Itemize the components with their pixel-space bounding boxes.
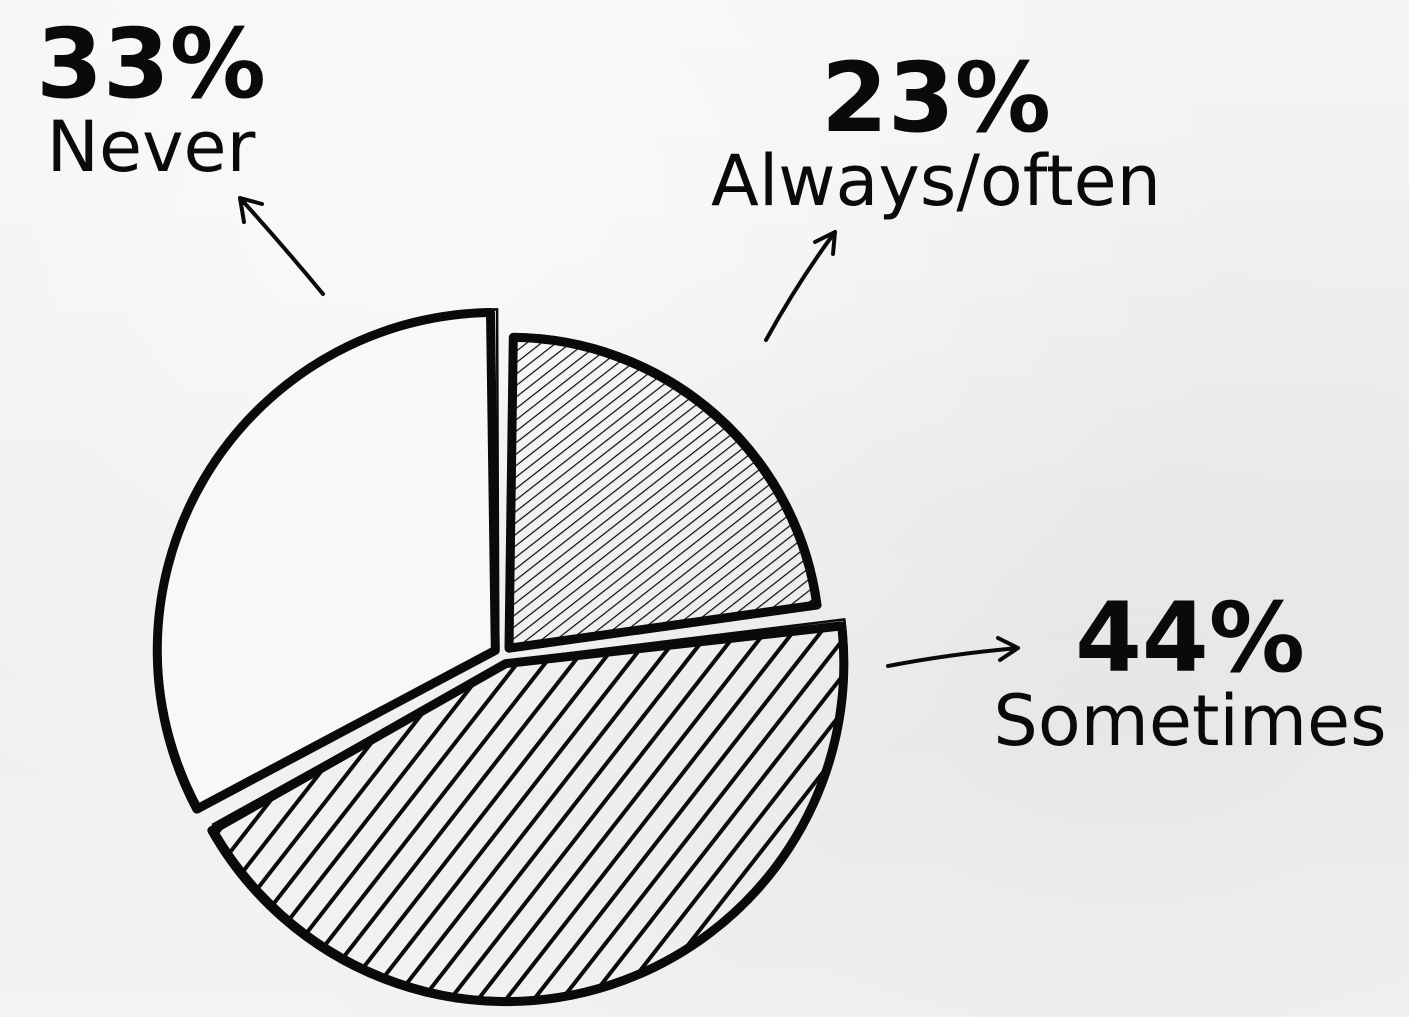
label-always-often-pct: 23% (821, 42, 1051, 154)
pie-slice-always-often (504, 332, 822, 653)
label-sometimes-text: Sometimes (993, 680, 1387, 762)
label-sometimes-pct: 44% (1075, 582, 1305, 694)
arrow-sometimes (886, 636, 1020, 668)
pie-slice-outline-always-often (510, 333, 822, 647)
label-always-often-text: Always/often (710, 140, 1162, 222)
pie-slice-outline-sometimes (211, 618, 849, 1000)
pie-slice-outline-never (159, 308, 500, 811)
label-always-often: 23% Always/often (676, 50, 1196, 216)
label-sometimes: 44% Sometimes (980, 590, 1400, 756)
pie-slice-sometimes (207, 621, 849, 1006)
label-never: 33% Never (36, 16, 266, 182)
arrow-never (238, 196, 325, 296)
label-never-text: Never (46, 106, 256, 188)
label-never-pct: 33% (36, 8, 266, 120)
arrow-always-often (764, 230, 837, 342)
